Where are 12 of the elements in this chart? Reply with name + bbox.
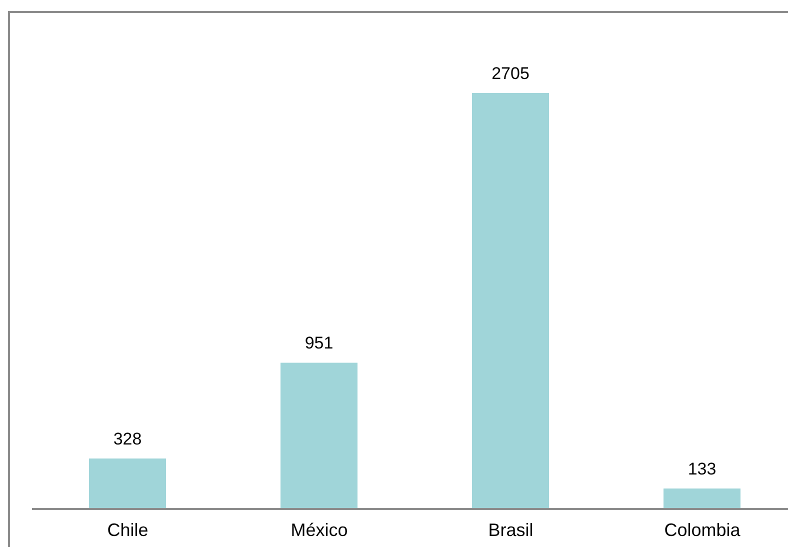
x-tick-label: México <box>290 520 348 540</box>
data-label: 2705 <box>492 64 530 83</box>
x-tick-label: Chile <box>107 520 148 540</box>
data-label: 951 <box>304 334 334 353</box>
data-label: 133 <box>688 460 716 479</box>
bar <box>664 488 740 509</box>
bar <box>89 458 166 509</box>
x-tick-label: Colombia <box>664 520 742 540</box>
bar <box>472 93 549 509</box>
bar <box>280 362 358 509</box>
data-label: 328 <box>113 430 142 449</box>
x-tick-label: Brasil <box>488 520 534 540</box>
